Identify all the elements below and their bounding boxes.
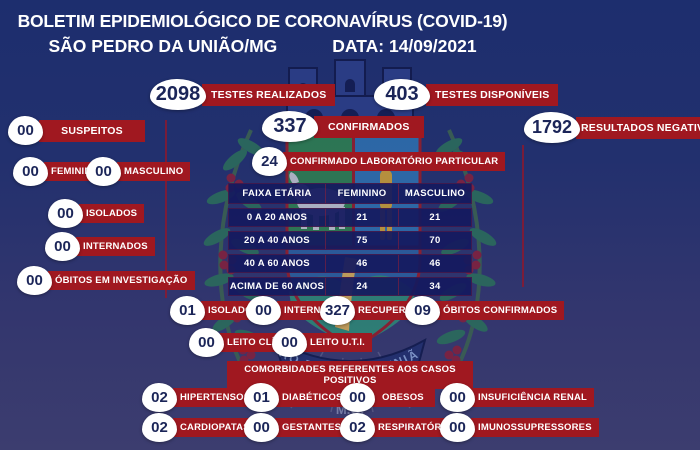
table-row: 20 A 40 ANOS 75 70 <box>228 231 472 250</box>
table-row: ACIMA DE 60 ANOS 24 34 <box>228 277 472 296</box>
stat-diabeticos: 01 DIABÉTICOS <box>244 383 350 412</box>
obitos-investigacao-value: 00 <box>17 266 52 295</box>
table-row: 40 A 60 ANOS 46 46 <box>228 254 472 273</box>
row1-faixa: 20 A 40 ANOS <box>229 232 326 249</box>
suspeitos-internados-value: 00 <box>45 232 80 261</box>
stat-insuficiencia-renal: 00 INSUFICIÊNCIA RENAL <box>440 383 595 412</box>
stat-imunossupressores: 00 IMUNOSSUPRESSORES <box>440 413 599 442</box>
testes-realizados-value: 2098 <box>150 79 206 110</box>
stat-suspeitos-internados: 00 INTERNADOS <box>45 232 155 261</box>
testes-disponiveis-value: 403 <box>374 79 430 110</box>
diabeticos-label: DIABÉTICOS <box>275 388 350 407</box>
stat-gestantes: 00 GESTANTES <box>244 413 349 442</box>
obitos-confirmados-value: 09 <box>405 296 440 325</box>
row3-feminino: 24 <box>326 278 399 295</box>
row2-masculino: 46 <box>429 258 441 269</box>
resultados-negativos-value: 1792 <box>524 112 580 143</box>
obesos-value: 00 <box>340 383 375 412</box>
stat-obitos-em-investigacao: 00 ÓBITOS EM INVESTIGAÇÃO <box>17 266 195 295</box>
stat-suspeitos: 00 SUSPEITOS <box>8 116 145 145</box>
row0-feminino: 21 <box>326 209 399 226</box>
stat-testes-realizados: 2098 TESTES REALIZADOS <box>150 79 336 110</box>
stat-testes-disponiveis: 403 TESTES DISPONÍVEIS <box>374 79 559 110</box>
gestantes-label: GESTANTES <box>275 418 349 437</box>
row1-masculino: 70 <box>429 235 441 246</box>
row2-faixa: 40 A 60 ANOS <box>229 255 326 272</box>
row0-masculino: 21 <box>429 212 441 223</box>
leito-uti-value: 00 <box>272 328 307 357</box>
insuficiencia-renal-label: INSUFICIÊNCIA RENAL <box>471 388 595 407</box>
header: BOLETIM EPIDEMIOLÓGICO DE CORONAVÍRUS (C… <box>0 11 525 57</box>
obitos-investigacao-label: ÓBITOS EM INVESTIGAÇÃO <box>48 271 195 290</box>
recuperados-value: 327 <box>320 296 355 325</box>
insuficiencia-renal-value: 00 <box>440 383 475 412</box>
leito-clinico-value: 00 <box>189 328 224 357</box>
obesos-label: OBESOS <box>371 388 435 407</box>
testes-disponiveis-label: TESTES DISPONÍVEIS <box>426 83 559 106</box>
row2-feminino: 46 <box>326 255 399 272</box>
stat-leito-uti: 00 LEITO U.T.I. <box>272 328 373 357</box>
stat-obesos: 00 OBESOS <box>340 383 435 412</box>
isolados-value: 01 <box>170 296 205 325</box>
diabeticos-value: 01 <box>244 383 279 412</box>
city-name: SÃO PEDRO DA UNIÃO/MG <box>48 36 278 56</box>
table-header-masculino: MASCULINO <box>404 188 466 199</box>
imunossupressores-label: IMUNOSSUPRESSORES <box>471 418 599 437</box>
stat-confirmados: 337 CONFIRMADOS <box>262 111 424 142</box>
table-header-row: FAIXA ETÁRIA FEMININO MASCULINO <box>228 183 472 204</box>
suspeitos-isolados-value: 00 <box>48 199 83 228</box>
stat-hipertensos: 02 HIPERTENSOS <box>142 383 258 412</box>
stat-cardiopatas: 02 CARDIOPATAS <box>142 413 257 442</box>
respiratorios-value: 02 <box>340 413 375 442</box>
suspeitos-isolados-label: ISOLADOS <box>79 204 145 223</box>
stat-obitos-confirmados: 09 ÓBITOS CONFIRMADOS <box>405 296 565 325</box>
confirmados-value: 337 <box>262 111 318 142</box>
bulletin-title: BOLETIM EPIDEMIOLÓGICO DE CORONAVÍRUS (C… <box>17 11 508 31</box>
confirmado-lab-label: CONFIRMADO LABORATÓRIO PARTICULAR <box>283 152 506 171</box>
row0-faixa: 0 A 20 ANOS <box>229 209 326 226</box>
right-red-divider <box>522 145 524 287</box>
hipertensos-label: HIPERTENSOS <box>173 388 258 407</box>
suspeitos-value: 00 <box>8 116 43 145</box>
hipertensos-value: 02 <box>142 383 177 412</box>
stat-suspeitos-isolados: 00 ISOLADOS <box>48 199 145 228</box>
table-header-faixa: FAIXA ETÁRIA <box>229 184 326 203</box>
stat-masculino: 00 MASCULINO <box>86 157 191 186</box>
feminino-value: 00 <box>13 157 48 186</box>
cardiopatas-value: 02 <box>142 413 177 442</box>
masculino-label: MASCULINO <box>117 162 191 181</box>
testes-realizados-label: TESTES REALIZADOS <box>202 83 336 106</box>
table-row: 0 A 20 ANOS 21 21 <box>228 208 472 227</box>
suspeitos-internados-label: INTERNADOS <box>76 237 155 256</box>
row1-feminino: 75 <box>326 232 399 249</box>
gestantes-value: 00 <box>244 413 279 442</box>
obitos-confirmados-label: ÓBITOS CONFIRMADOS <box>436 301 565 320</box>
row3-masculino: 34 <box>429 281 441 292</box>
confirmados-label: CONFIRMADOS <box>314 115 424 138</box>
confirmado-lab-value: 24 <box>252 147 287 176</box>
stat-confirmado-lab-particular: 24 CONFIRMADO LABORATÓRIO PARTICULAR <box>252 147 506 176</box>
bulletin-date: DATA: 14/09/2021 <box>332 36 477 56</box>
age-sex-table: FAIXA ETÁRIA FEMININO MASCULINO 0 A 20 A… <box>228 183 472 300</box>
stat-resultados-negativos: 1792 RESULTADOS NEGATIVOS <box>524 112 700 143</box>
suspeitos-label: SUSPEITOS <box>39 119 145 142</box>
internados-value: 00 <box>246 296 281 325</box>
row3-faixa: ACIMA DE 60 ANOS <box>229 278 326 295</box>
leito-uti-label: LEITO U.T.I. <box>303 333 373 352</box>
masculino-value: 00 <box>86 157 121 186</box>
resultados-negativos-label: RESULTADOS NEGATIVOS <box>576 116 700 139</box>
cardiopatas-label: CARDIOPATAS <box>173 418 257 437</box>
left-red-divider <box>165 120 167 298</box>
table-header-feminino: FEMININO <box>326 184 399 203</box>
imunossupressores-value: 00 <box>440 413 475 442</box>
